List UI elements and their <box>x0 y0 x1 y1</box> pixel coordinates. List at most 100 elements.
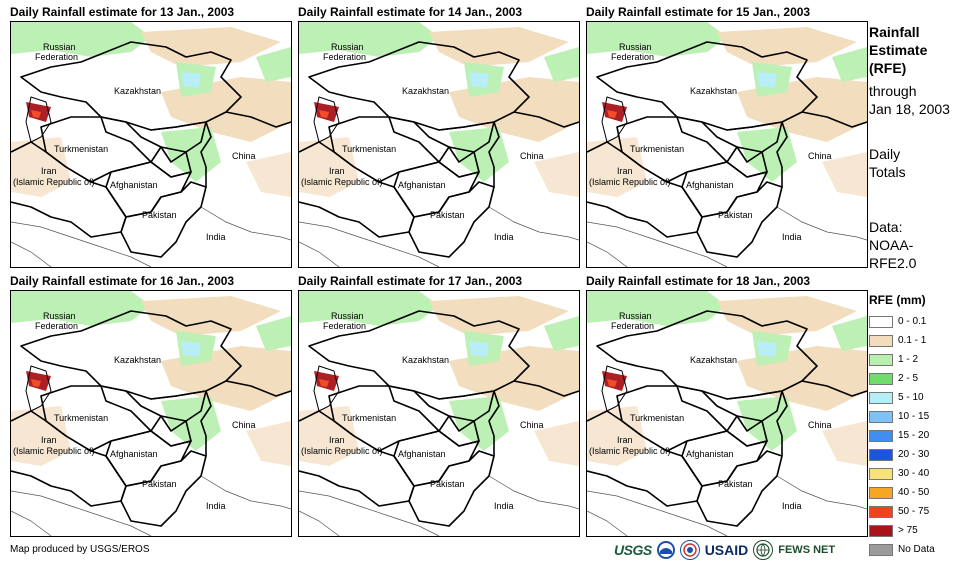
legend-swatch <box>869 353 893 366</box>
label-afghanistan: Afghanistan <box>398 449 446 459</box>
map-credit: Map produced by USGS/EROS <box>10 544 150 555</box>
country-labels: Russian Federation Kazakhstan Turkmenist… <box>589 42 832 242</box>
label-russia-2: Federation <box>35 52 78 62</box>
legend-label: 0.1 - 1 <box>898 335 927 346</box>
label-kazakhstan: Kazakhstan <box>690 355 737 365</box>
label-iran-2: (Islamic Republic of) <box>301 446 383 456</box>
country-borders <box>11 310 291 527</box>
label-afghanistan: Afghanistan <box>686 180 734 190</box>
coastlines <box>11 206 291 267</box>
legend-label: 15 - 20 <box>898 430 930 441</box>
label-russia-2: Federation <box>323 52 366 62</box>
legend-item: 0.1 - 1 <box>869 331 964 350</box>
label-pakistan: Pakistan <box>430 210 465 220</box>
label-russia-1: Russian <box>619 311 652 321</box>
country-borders <box>587 41 867 258</box>
panel-title: Daily Rainfall estimate for 16 Jan., 200… <box>10 274 235 288</box>
label-afghanistan: Afghanistan <box>686 449 734 459</box>
side-totals: Daily Totals <box>869 145 906 181</box>
legend-title: RFE (mm) <box>869 293 926 307</box>
legend-swatch <box>869 429 893 442</box>
country-borders <box>11 41 291 258</box>
label-afghanistan: Afghanistan <box>110 180 158 190</box>
label-india: India <box>494 232 514 242</box>
legend: RFE (mm) 0 - 0.1 0.1 - 1 1 - 2 2 - 5 5 - 10 1… <box>869 293 964 559</box>
label-russia-2: Federation <box>611 321 654 331</box>
label-pakistan: Pakistan <box>142 210 177 220</box>
label-iran-1: Iran <box>617 166 633 176</box>
legend-swatch <box>869 467 893 480</box>
label-turkmenistan: Turkmenistan <box>342 144 396 154</box>
map-frame: Russian Federation Kazakhstan Turkmenist… <box>586 290 868 537</box>
legend-label: 50 - 75 <box>898 506 930 517</box>
country-borders <box>299 310 579 527</box>
side-data-line: Data: <box>869 219 903 235</box>
legend-label: 40 - 50 <box>898 487 930 498</box>
label-pakistan: Pakistan <box>718 210 753 220</box>
label-india: India <box>206 501 226 511</box>
panel-title: Daily Rainfall estimate for 17 Jan., 200… <box>298 274 523 288</box>
label-kazakhstan: Kazakhstan <box>402 86 449 96</box>
side-through: through Jan 18, 2003 <box>869 82 950 118</box>
legend-label: No Data <box>898 544 935 555</box>
fews-net-logo: FEWS NET <box>778 544 836 556</box>
legend-label: 30 - 40 <box>898 468 930 479</box>
legend-swatch <box>869 543 893 556</box>
legend-item: 5 - 10 <box>869 388 964 407</box>
legend-label: 2 - 5 <box>898 373 919 384</box>
label-iran-1: Iran <box>41 435 57 445</box>
label-china: China <box>232 151 256 161</box>
label-russia-1: Russian <box>43 311 76 321</box>
panel-title: Daily Rainfall estimate for 13 Jan., 200… <box>10 5 235 19</box>
legend-item: 40 - 50 <box>869 483 964 502</box>
map-frame: Russian Federation Kazakhstan Turkmenist… <box>298 21 580 268</box>
legend-swatch <box>869 334 893 347</box>
label-china: China <box>520 420 544 430</box>
panel-title: Daily Rainfall estimate for 15 Jan., 200… <box>586 5 811 19</box>
country-labels: Russian Federation Kazakhstan Turkmenist… <box>13 42 256 242</box>
label-iran-2: (Islamic Republic of) <box>589 177 671 187</box>
legend-item: 15 - 20 <box>869 426 964 445</box>
label-china: China <box>808 151 832 161</box>
country-labels: Russian Federation Kazakhstan Turkmenist… <box>301 311 544 511</box>
label-iran-1: Iran <box>329 166 345 176</box>
country-labels: Russian Federation Kazakhstan Turkmenist… <box>589 311 832 511</box>
label-iran-2: (Islamic Republic of) <box>13 446 95 456</box>
side-through-line: through <box>869 83 917 99</box>
coastlines <box>11 475 291 536</box>
country-borders <box>587 310 867 527</box>
legend-swatch <box>869 315 893 328</box>
label-russia-2: Federation <box>611 52 654 62</box>
legend-label: > 75 <box>898 525 918 536</box>
legend-item: 20 - 30 <box>869 445 964 464</box>
label-pakistan: Pakistan <box>430 479 465 489</box>
country-labels: Russian Federation Kazakhstan Turkmenist… <box>301 42 544 242</box>
legend-item: 10 - 15 <box>869 407 964 426</box>
map-frame: Russian Federation Kazakhstan Turkmenist… <box>10 21 292 268</box>
label-india: India <box>782 501 802 511</box>
legend-swatch <box>869 410 893 423</box>
legend-swatch <box>869 505 893 518</box>
label-india: India <box>206 232 226 242</box>
label-iran-1: Iran <box>329 435 345 445</box>
side-heading-line: (RFE) <box>869 60 907 76</box>
label-iran-2: (Islamic Republic of) <box>13 177 95 187</box>
panel-title: Daily Rainfall estimate for 14 Jan., 200… <box>298 5 523 19</box>
label-turkmenistan: Turkmenistan <box>630 413 684 423</box>
legend-item: 30 - 40 <box>869 464 964 483</box>
side-data-source: Data: NOAA- RFE2.0 <box>869 218 916 272</box>
legend-swatch <box>869 524 893 537</box>
legend-item: 50 - 75 <box>869 502 964 521</box>
coastlines <box>587 206 867 267</box>
noaa-logo-icon <box>656 541 675 559</box>
label-russia-1: Russian <box>331 42 364 52</box>
legend-item: 2 - 5 <box>869 369 964 388</box>
legend-swatch <box>869 486 893 499</box>
rainfall-layer <box>11 291 291 466</box>
legend-swatch <box>869 448 893 461</box>
label-russia-1: Russian <box>619 42 652 52</box>
legend-label: 20 - 30 <box>898 449 930 460</box>
side-heading: Rainfall Estimate (RFE) <box>869 23 927 77</box>
legend-swatch <box>869 372 893 385</box>
coastlines <box>299 206 579 267</box>
